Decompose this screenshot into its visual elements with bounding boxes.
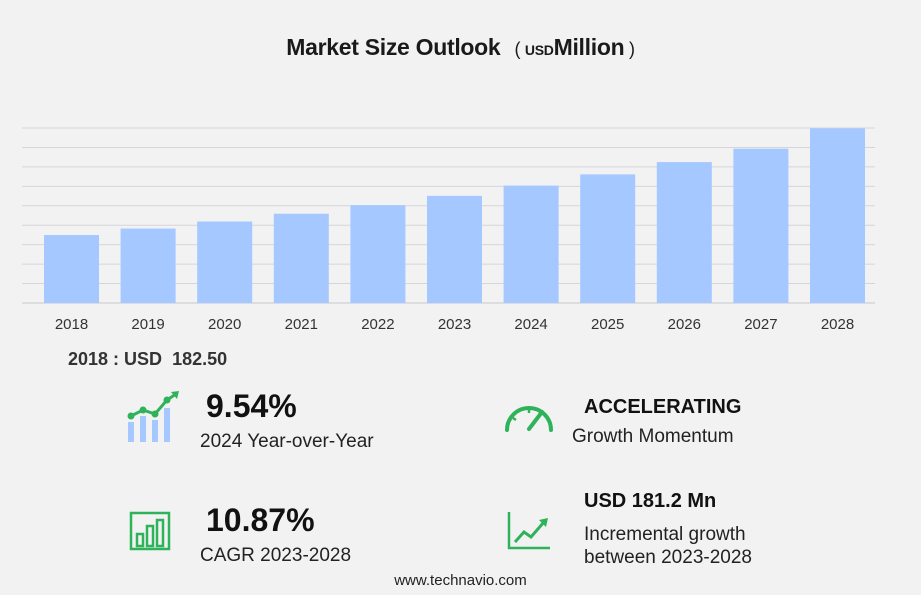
bar-2019	[120, 228, 176, 303]
yoy-label: 2024 Year-over-Year	[200, 431, 374, 452]
title-main: Market Size Outlook	[286, 34, 501, 60]
momentum-label: Growth Momentum	[572, 426, 734, 447]
bar-2020	[197, 221, 253, 303]
cagr-value: 10.87%	[206, 502, 315, 538]
title-unit-big: Million	[553, 34, 625, 60]
x-tick-label-2021: 2021	[285, 316, 318, 333]
x-tick-label-2022: 2022	[361, 316, 394, 333]
bar-2022	[350, 205, 406, 303]
x-tick-label-2024: 2024	[514, 316, 547, 333]
title-unit: ( USDMillion )	[514, 34, 635, 60]
bar-2024	[503, 185, 559, 303]
x-tick-label-2019: 2019	[131, 316, 164, 333]
yoy-value: 9.54%	[206, 388, 297, 424]
momentum-value: ACCELERATING	[584, 396, 742, 418]
x-tick-label-2020: 2020	[208, 316, 241, 333]
base-year-value: 2018 : USD 182.50	[68, 349, 228, 369]
bar-2023	[427, 195, 482, 303]
bar-chart: 2018 2019 2020 2021 2022 2023 2024 2025 2026 2027…	[22, 127, 875, 333]
bar-chart-icon	[129, 511, 171, 551]
incremental-value: USD 181.2 Mn	[584, 490, 717, 512]
x-tick-label-2027: 2027	[744, 316, 777, 333]
title-unit-small: USD	[524, 42, 554, 58]
x-tick-label-2023: 2023	[438, 316, 471, 333]
chart-title: Market Size Outlook ( USDMillion )	[0, 34, 921, 61]
incremental-label-line2: between 2023-2028	[584, 547, 752, 568]
x-tick-label-2028: 2028	[821, 316, 854, 333]
bar-2026	[656, 162, 712, 303]
x-tick-label-2026: 2026	[668, 316, 701, 333]
growth-chart-icon	[127, 391, 179, 442]
bar-2018	[44, 235, 99, 303]
trend-line-icon	[507, 512, 550, 550]
bar-2021	[273, 213, 329, 303]
bar-2027	[733, 148, 789, 303]
x-tick-label-2018: 2018	[55, 316, 88, 333]
title-open-paren: (	[514, 39, 521, 59]
base-year: 2018	[68, 349, 109, 369]
cagr-label: CAGR 2023-2028	[200, 545, 352, 566]
footer-url[interactable]: www.technavio.com	[394, 572, 527, 589]
incremental-label: Incremental growth between 2023-2028	[584, 523, 752, 569]
base-currency: USD	[124, 349, 163, 369]
x-tick-label-2025: 2025	[591, 316, 624, 333]
bar-2025	[580, 174, 636, 303]
base-amount: 182.50	[172, 349, 228, 369]
title-close-paren: )	[629, 39, 635, 59]
incremental-label-line1: Incremental growth	[584, 524, 746, 545]
bar-2028	[810, 128, 865, 303]
speedometer-icon	[505, 406, 553, 432]
